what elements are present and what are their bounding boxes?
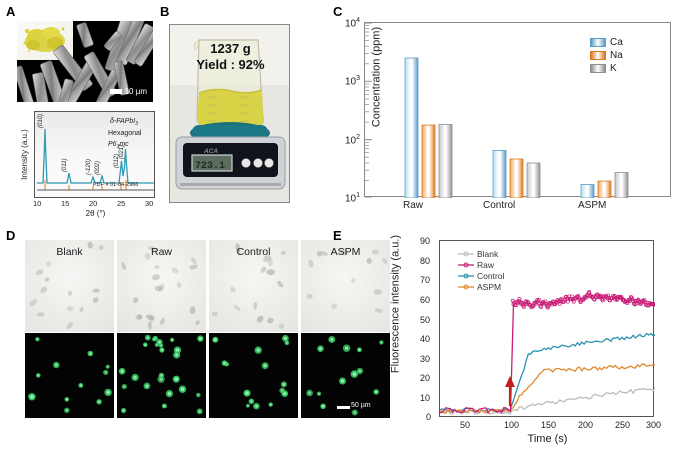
svg-text:δ-FAPbI3: δ-FAPbI3 bbox=[110, 118, 138, 127]
svg-text:(011): (011) bbox=[62, 158, 68, 172]
svg-text:PDF # 01-84-2966: PDF # 01-84-2966 bbox=[93, 182, 138, 188]
svg-text:(002): (002) bbox=[95, 161, 101, 175]
svg-text:(-120): (-120) bbox=[86, 159, 92, 175]
svg-text:(010): (010) bbox=[38, 114, 44, 128]
svg-text:P63mc: P63mc bbox=[108, 141, 129, 150]
svg-text:Hexagonal: Hexagonal bbox=[108, 130, 142, 137]
